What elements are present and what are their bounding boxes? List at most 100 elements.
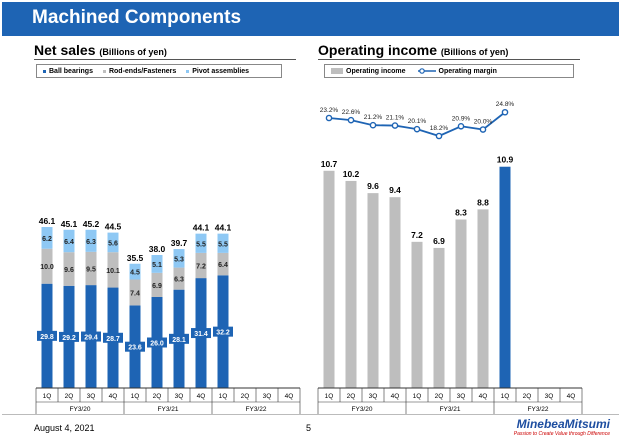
op-margin-point-2 [369,121,377,129]
sales-label-bg-0 [37,330,57,341]
op-income-rule [318,59,580,60]
op-margin-point-8 [501,108,509,116]
sales-value-label: 28.7 [106,336,120,343]
op-quarter-tick: 2Q [347,393,356,400]
op-quarter-tick: 4Q [479,393,488,400]
op-margin-label: 21.2% [364,114,383,121]
legend-swatch-pivot [186,69,190,73]
sales-value-label: 29.2 [62,335,76,342]
sales-value-label: 4.5 [130,270,140,277]
sales-quarter-tick: 3Q [175,393,184,400]
sales-quarter-tick: 1Q [131,393,140,400]
op-margin-label: 20.0% [474,119,493,126]
op-income-value-label: 10.9 [497,155,514,165]
sales-label-bg-2 [81,331,101,342]
page-number: 5 [306,423,312,433]
op-fiscal-year-label: FY3/21 [440,406,461,413]
sales-quarter-tick: 4Q [285,393,294,400]
op-margin-label: 24.8% [496,101,515,108]
sales-value-label: 23.6 [128,345,142,352]
op-income-bar-0 [323,170,335,388]
sales-bar-1-6 [173,267,185,290]
op-income-bar-6 [455,219,467,388]
page-title: Machined Components [32,7,242,28]
op-quarter-tick: 3Q [457,393,466,400]
op-quarter-tick: 1Q [325,393,334,400]
legend-ball-bearings: Ball bearings [43,68,93,75]
op-margin-label: 18.2% [430,125,449,132]
sales-value-label: 7.4 [130,290,140,297]
sales-value-label: 5.6 [108,240,118,247]
sales-label-bg-7 [191,328,211,339]
sales-value-label: 31.4 [194,331,208,338]
op-income-bar-7 [477,209,489,388]
op-margin-point-3 [391,122,399,129]
op-margin-point-4 [413,125,421,133]
legend-rod-label: Rod-ends/Fasteners [108,67,177,75]
sales-bar-2-2 [85,229,97,252]
sales-total-label: 45.1 [61,219,78,229]
sales-total-label: 39.7 [171,238,188,248]
legend-swatch-op-income [331,68,343,74]
sales-label-bg-8 [213,326,233,337]
op-margin-point-6 [457,122,465,130]
sales-label-bg-5 [147,337,167,348]
sales-total-label: 45.2 [83,219,100,229]
sales-bar-2-3 [107,232,119,253]
sales-label-bg-6 [169,333,189,344]
sales-value-label: 6.4 [64,239,74,246]
op-quarter-tick: 2Q [435,393,444,400]
op-quarter-tick: 1Q [413,393,422,400]
sales-total-label: 46.1 [39,216,56,226]
sales-value-label: 28.1 [172,337,186,344]
sales-value-label: 6.3 [86,239,96,246]
sales-bar-1-4 [129,279,141,306]
sales-total-label: 44.1 [193,223,210,233]
sales-bar-1-7 [195,252,207,279]
op-fiscal-year-label: FY3/22 [528,406,549,413]
company-logo: MinebeaMitsumi Passion to Create Value t… [510,417,610,437]
sales-total-label: 44.5 [105,222,122,232]
op-quarter-tick: 3Q [545,393,554,400]
sales-value-label: 26.0 [150,341,164,348]
op-income-bar-3 [389,197,401,388]
op-income-bar-1 [345,180,357,388]
net-sales-title: Net sales (Billions of yen) [34,42,167,58]
sales-value-label: 6.4 [218,262,228,269]
sales-quarter-tick: 4Q [197,393,206,400]
sales-bar-1-1 [63,252,75,286]
sales-bar-2-1 [63,229,75,253]
sales-value-label: 6.3 [174,277,184,284]
op-income-bar-4 [411,241,423,388]
sales-bar-1-5 [151,272,163,297]
sales-quarter-tick: 1Q [219,393,228,400]
op-income-bar-8 [499,166,511,388]
sales-fiscal-year-label: FY3/21 [158,406,179,413]
op-income-value-label: 9.6 [367,181,379,191]
sales-value-label: 9.6 [64,267,74,274]
legend-pivot-label: Pivot assemblies [192,67,250,75]
legend-margin-line-icon [417,68,436,74]
sales-fiscal-year-label: FY3/20 [70,406,91,413]
net-sales-legend: Ball bearings Rod-ends/Fasteners Pivot a… [36,64,282,78]
legend-rod-ends: Rod-ends/Fasteners [102,67,177,75]
sales-value-label: 10.1 [106,268,120,275]
legend-op-income: Operating income [331,68,406,75]
op-income-value-label: 10.2 [343,169,360,179]
op-income-title: Operating income (Billions of yen) [318,42,508,58]
sales-bar-2-8 [217,233,229,253]
sales-bar-2-4 [129,263,141,280]
sales-bar-1-0 [41,248,53,284]
sales-quarter-tick: 3Q [263,393,272,400]
op-income-value-label: 7.2 [411,230,423,240]
op-margin-label: 22.6% [342,109,361,116]
legend-op-margin-label: Operating margin [438,67,497,75]
op-income-value-label: 8.3 [455,208,467,218]
sales-quarter-tick: 1Q [43,393,52,400]
op-margin-label: 20.1% [408,118,427,125]
sales-bar-1-8 [217,252,229,276]
sales-value-label: 9.5 [86,266,96,273]
sales-total-label: 38.0 [149,244,166,254]
op-income-value-label: 9.4 [389,185,401,195]
op-margin-label: 21.1% [386,115,405,122]
